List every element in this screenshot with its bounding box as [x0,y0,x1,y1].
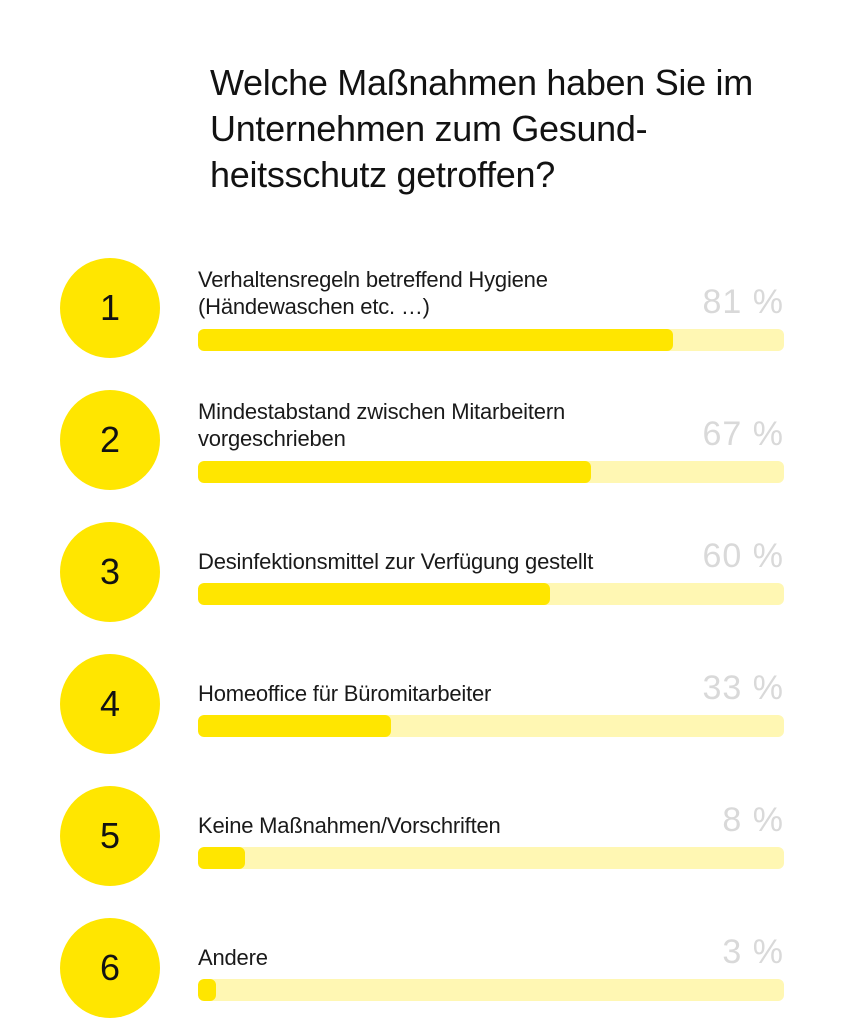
bar-track [198,461,784,483]
chart-rows: 1 Verhaltensregeln betreffend Hygiene (Hä… [60,258,784,1018]
bar-track [198,847,784,869]
bar-track [198,583,784,605]
bar-fill [198,329,673,351]
item-label: Keine Maßnahmen/Vorschriften [198,812,706,840]
bar-track [198,329,784,351]
row-content: Keine Maßnahmen/Vorschriften 8 % [198,803,784,869]
chart-row: 1 Verhaltensregeln betreffend Hygiene (Hä… [60,258,784,358]
item-percent: 8 % [722,803,784,839]
bar-fill [198,583,550,605]
rank-badge: 2 [60,390,160,490]
chart-row: 5 Keine Maßnahmen/Vorschriften 8 % [60,786,784,886]
row-content: Mindestabstand zwischen Mitarbeitern vor… [198,398,784,483]
row-content: Desinfektionsmittel zur Verfügung gestel… [198,539,784,605]
item-percent: 33 % [703,671,785,707]
chart-row: 2 Mindestabstand zwischen Mitarbeitern vo… [60,390,784,490]
item-label: Desinfektionsmittel zur Verfügung gestel… [198,548,687,576]
bar-fill [198,979,216,1001]
rank-badge: 3 [60,522,160,622]
label-row: Mindestabstand zwischen Mitarbeitern vor… [198,398,784,453]
row-content: Andere 3 % [198,935,784,1001]
bar-fill [198,461,591,483]
item-percent: 81 % [703,285,785,321]
chart-title: Welche Maßnahmen haben Sie im Unternehme… [210,60,784,198]
row-content: Verhaltensregeln betreffend Hygiene (Hän… [198,266,784,351]
label-row: Desinfektionsmittel zur Verfügung gestel… [198,539,784,575]
label-row: Verhaltensregeln betreffend Hygiene (Hän… [198,266,784,321]
item-label: Mindestabstand zwischen Mitarbeitern vor… [198,398,687,453]
bar-track [198,979,784,1001]
chart-row: 3 Desinfektionsmittel zur Verfügung geste… [60,522,784,622]
item-label: Andere [198,944,706,972]
rank-badge: 4 [60,654,160,754]
item-percent: 67 % [703,417,785,453]
label-row: Andere 3 % [198,935,784,971]
chart-row: 4 Homeoffice für Büromitarbeiter 33 % [60,654,784,754]
bar-fill [198,715,391,737]
chart-row: 6 Andere 3 % [60,918,784,1018]
bar-track [198,715,784,737]
label-row: Homeoffice für Büromitarbeiter 33 % [198,671,784,707]
bar-fill [198,847,245,869]
item-percent: 3 % [722,935,784,971]
item-label: Verhaltensregeln betreffend Hygiene (Hän… [198,266,687,321]
rank-badge: 5 [60,786,160,886]
rank-badge: 6 [60,918,160,1018]
row-content: Homeoffice für Büromitarbeiter 33 % [198,671,784,737]
rank-badge: 1 [60,258,160,358]
label-row: Keine Maßnahmen/Vorschriften 8 % [198,803,784,839]
item-percent: 60 % [703,539,785,575]
chart-container: Welche Maßnahmen haben Sie im Unternehme… [0,0,844,1000]
item-label: Homeoffice für Büromitarbeiter [198,680,687,708]
